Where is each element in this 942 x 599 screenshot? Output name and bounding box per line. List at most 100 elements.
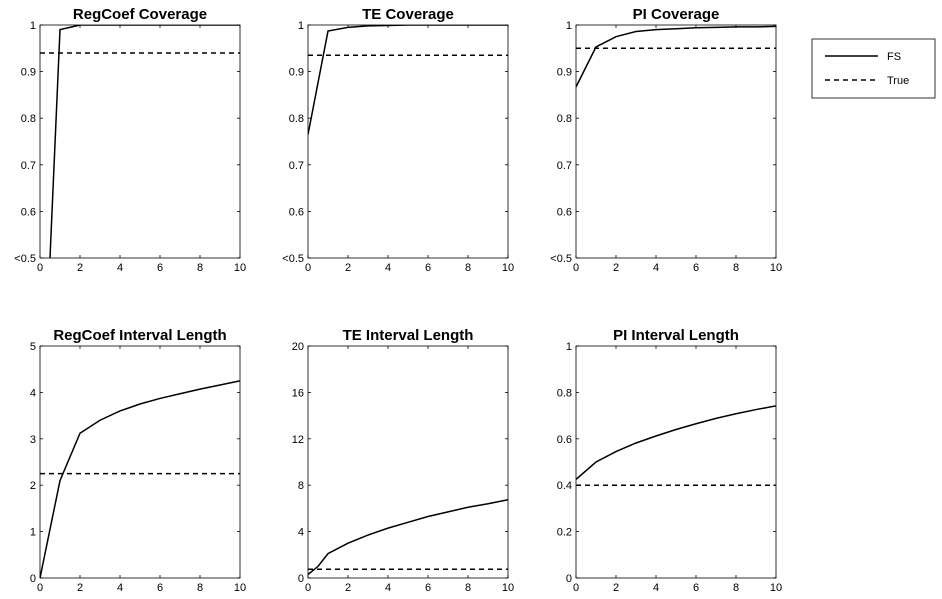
legend-fs-label: FS: [887, 51, 901, 63]
series-line-fs: [576, 25, 776, 88]
y-tick-label: 0.8: [557, 387, 572, 399]
y-tick-label: 1: [298, 20, 304, 32]
y-tick-label: 4: [30, 387, 36, 399]
x-tick-label: 0: [305, 262, 311, 274]
x-tick-label: 0: [573, 262, 579, 274]
x-tick-label: 4: [385, 262, 391, 274]
legend: FS True: [811, 38, 936, 99]
y-tick-label: 8: [298, 480, 304, 492]
y-tick-label: 12: [292, 434, 304, 446]
x-tick-label: 6: [157, 582, 163, 594]
x-tick-label: 4: [653, 582, 659, 594]
series-line-fs: [49, 25, 240, 258]
x-tick-label: 2: [345, 582, 351, 594]
chart-title: RegCoef Interval Length: [53, 327, 226, 344]
x-tick-label: 10: [502, 262, 514, 274]
x-tick-label: 4: [385, 582, 391, 594]
x-tick-label: 6: [693, 262, 699, 274]
y-tick-label: 2: [30, 480, 36, 492]
x-tick-label: 10: [770, 582, 782, 594]
axes-box: [575, 24, 777, 259]
axes-box: [39, 24, 241, 259]
y-tick-label: 0.7: [289, 160, 304, 172]
y-tick-label: 0.2: [557, 527, 572, 539]
y-tick-label: 0.9: [21, 67, 36, 79]
y-tick-label: 0.9: [289, 67, 304, 79]
y-tick-label: 3: [30, 434, 36, 446]
chart-title: PI Coverage: [633, 6, 720, 23]
y-tick-label: <0.5: [282, 253, 304, 265]
y-tick-label: 0: [30, 573, 36, 585]
y-tick-label: 1: [30, 20, 36, 32]
y-tick-label: 0.9: [557, 67, 572, 79]
x-tick-label: 10: [502, 582, 514, 594]
x-tick-label: 8: [733, 582, 739, 594]
x-tick-label: 0: [37, 582, 43, 594]
x-tick-label: 6: [157, 262, 163, 274]
y-tick-label: 0.7: [557, 160, 572, 172]
y-tick-label: 0.7: [21, 160, 36, 172]
y-tick-label: 0.8: [289, 113, 304, 125]
y-tick-label: 0: [298, 573, 304, 585]
series-line-fs: [308, 25, 508, 135]
chart-panel: RegCoef Interval Length 0 2 4 6 8 10 0 1 2 3 4 5: [30, 327, 246, 594]
chart-title: RegCoef Coverage: [73, 6, 207, 23]
series-line-fs: [576, 405, 776, 480]
x-tick-label: 0: [37, 262, 43, 274]
legend-true-label: True: [887, 75, 909, 87]
x-tick-label: 2: [77, 262, 83, 274]
chart-panel: RegCoef Coverage 0 2 4 6 8 10 <0.5 0.6 0.7 0.8 0.9 1: [14, 6, 246, 274]
x-tick-label: 4: [653, 262, 659, 274]
y-tick-label: 4: [298, 527, 304, 539]
x-tick-label: 10: [234, 582, 246, 594]
x-tick-label: 8: [197, 262, 203, 274]
y-tick-label: 0.6: [557, 434, 572, 446]
axes-box: [39, 345, 241, 579]
y-tick-label: 0: [566, 573, 572, 585]
x-tick-label: 10: [234, 262, 246, 274]
x-tick-label: 2: [613, 582, 619, 594]
y-tick-label: 1: [566, 20, 572, 32]
y-tick-label: 0.6: [21, 206, 36, 218]
y-tick-label: 0.8: [557, 113, 572, 125]
x-tick-label: 6: [693, 582, 699, 594]
y-tick-label: 0.6: [289, 206, 304, 218]
y-tick-label: 0.4: [557, 480, 572, 492]
chart-panel: PI Coverage 0 2 4 6 8 10 <0.5 0.6 0.7 0.8 0.9 1: [550, 6, 782, 274]
x-tick-label: 6: [425, 262, 431, 274]
x-tick-label: 2: [613, 262, 619, 274]
chart-panel: TE Coverage 0 2 4 6 8 10 <0.5 0.6 0.7 0.8 0.9 1: [282, 6, 514, 274]
chart-panel: PI Interval Length 0 2 4 6 8 10 0 0.2 0.4 0.6 0.8 1: [557, 327, 782, 594]
y-tick-label: 1: [30, 527, 36, 539]
x-tick-label: 4: [117, 582, 123, 594]
y-tick-label: <0.5: [14, 253, 36, 265]
y-tick-label: 1: [566, 341, 572, 353]
x-tick-label: 6: [425, 582, 431, 594]
axes-box: [575, 345, 777, 579]
chart-panel: TE Interval Length 0 2 4 6 8 10 0 4 8 12 16 20: [292, 327, 514, 594]
x-tick-label: 2: [345, 262, 351, 274]
series-line-fs: [40, 380, 240, 578]
axes-box: [307, 345, 509, 579]
chart-title: PI Interval Length: [613, 327, 739, 344]
series-line-fs: [308, 498, 508, 576]
x-tick-label: 4: [117, 262, 123, 274]
chart-title: TE Coverage: [362, 6, 454, 23]
y-tick-label: 16: [292, 387, 304, 399]
x-tick-label: 0: [305, 582, 311, 594]
y-tick-label: <0.5: [550, 253, 572, 265]
x-tick-label: 8: [465, 262, 471, 274]
legend-box: [811, 38, 936, 99]
x-tick-label: 8: [197, 582, 203, 594]
x-tick-label: 8: [733, 262, 739, 274]
y-tick-label: 5: [30, 341, 36, 353]
y-tick-label: 0.6: [557, 206, 572, 218]
x-tick-label: 10: [770, 262, 782, 274]
chart-title: TE Interval Length: [343, 327, 474, 344]
y-tick-label: 20: [292, 341, 304, 353]
axes-box: [307, 24, 509, 259]
x-tick-label: 2: [77, 582, 83, 594]
x-tick-label: 0: [573, 582, 579, 594]
y-tick-label: 0.8: [21, 113, 36, 125]
